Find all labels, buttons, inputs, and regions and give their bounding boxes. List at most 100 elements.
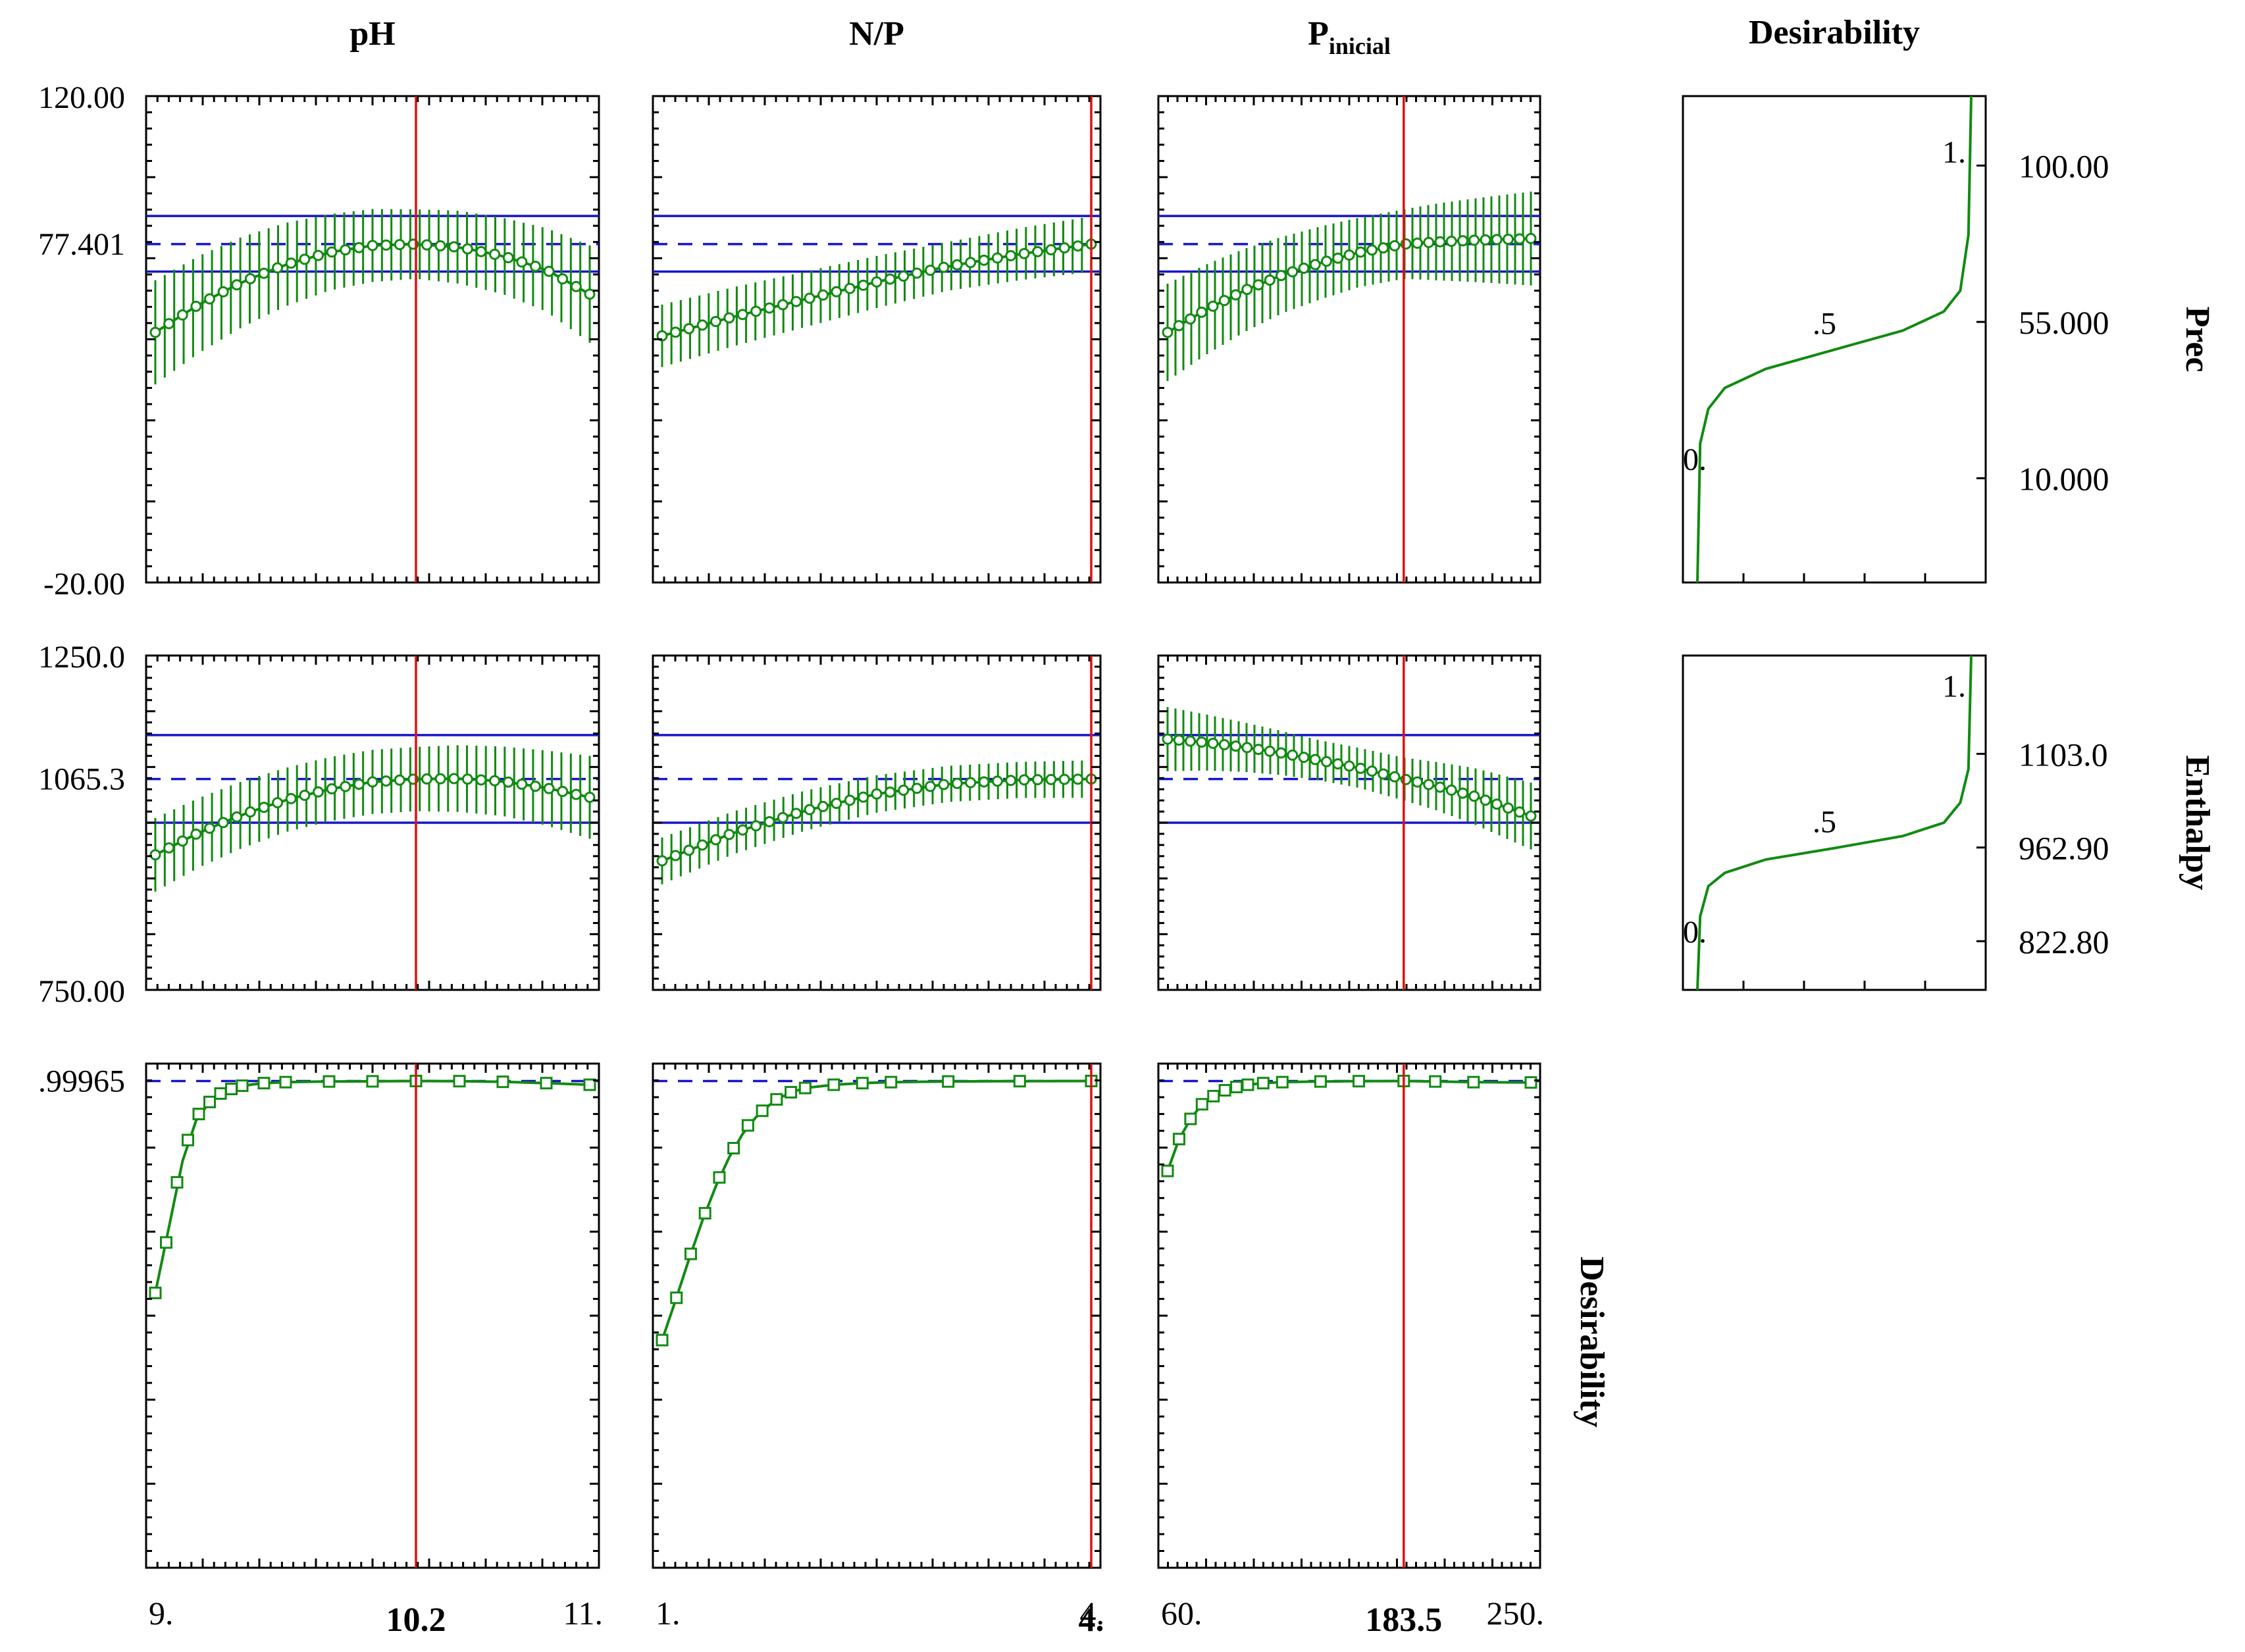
response-point	[244, 272, 256, 284]
desirability-point	[540, 1077, 553, 1090]
desirability-axis-label: 100.00	[2019, 148, 2109, 185]
desirability-point	[698, 1206, 711, 1220]
response-point	[231, 279, 243, 291]
response-point	[340, 781, 351, 792]
response-point	[394, 774, 405, 786]
response-point	[285, 792, 297, 804]
response-point	[1480, 794, 1491, 806]
response-point	[1196, 306, 1208, 318]
response-point	[1207, 737, 1219, 749]
response-point	[272, 797, 284, 809]
panel-enthalpy-2	[1157, 654, 1541, 991]
desirability-point	[496, 1075, 509, 1089]
desirability-label-zero: 0.	[1683, 442, 1707, 477]
desirability-point	[1429, 1075, 1442, 1088]
response-point	[790, 296, 802, 307]
desirability-point	[713, 1171, 726, 1184]
response-point	[1058, 773, 1070, 785]
response-point	[1366, 244, 1378, 256]
panel-enthalpy-1	[652, 654, 1102, 991]
response-point	[1276, 270, 1287, 282]
response-point	[1434, 236, 1446, 247]
panel-enthalpy-2-ticks	[1158, 656, 1540, 990]
desirability-label-zero: 0.	[1683, 915, 1707, 950]
response-point	[448, 241, 460, 253]
response-point	[710, 834, 721, 846]
response-point	[1218, 295, 1230, 307]
response-point	[244, 806, 256, 818]
panel-desirability-1-ticks	[653, 1064, 1100, 1568]
response-point	[1058, 242, 1070, 254]
response-point	[1468, 790, 1480, 802]
desirability-label-half: .5	[1813, 306, 1836, 341]
response-point	[1045, 244, 1057, 255]
response-point	[557, 786, 569, 798]
desirability-point	[727, 1141, 740, 1154]
response-point	[1355, 246, 1366, 258]
response-point	[1514, 233, 1526, 245]
response-point	[190, 828, 202, 840]
response-point	[149, 326, 161, 338]
response-point	[285, 257, 297, 269]
response-point	[217, 286, 229, 297]
desirability-point	[1241, 1078, 1254, 1091]
desirability-label-one: 1.	[1942, 669, 1966, 704]
desirability-point	[1218, 1084, 1231, 1097]
response-point	[299, 253, 311, 265]
response-point	[1480, 234, 1491, 246]
panel-prec-0-ticks	[146, 96, 599, 582]
response-point	[1525, 232, 1537, 244]
desirability-axis-label: 10.000	[2019, 461, 2109, 498]
response-point	[656, 855, 668, 867]
desirability-point	[1276, 1075, 1289, 1089]
x-tick-label-min: 60.	[1161, 1595, 1202, 1632]
response-point	[683, 323, 695, 334]
response-point	[710, 315, 721, 327]
response-point	[434, 240, 446, 252]
response-point	[925, 781, 936, 792]
response-point	[736, 309, 748, 321]
response-point	[669, 850, 681, 862]
desirability-point	[798, 1081, 812, 1095]
response-point	[326, 246, 338, 258]
response-point	[1503, 233, 1514, 245]
response-point	[831, 286, 842, 297]
desirability-point	[192, 1108, 205, 1121]
desirability-point	[149, 1286, 162, 1299]
desirability-point	[785, 1085, 798, 1098]
response-point	[858, 791, 869, 803]
y-tick-label-current: 1065.3	[38, 762, 125, 797]
x-tick-label-min: 1.	[656, 1595, 681, 1632]
panel-prec-0-frame	[145, 95, 600, 584]
row-label-desirability: Desirability	[1573, 1256, 1611, 1428]
response-point	[817, 289, 829, 301]
response-point	[1162, 326, 1174, 338]
response-point	[1491, 798, 1503, 810]
response-point	[1173, 735, 1185, 746]
response-point	[1287, 266, 1299, 278]
response-point	[258, 267, 270, 279]
panel-prec-1-ticks	[653, 96, 1100, 582]
desirability-axis-label: 962.90	[2019, 830, 2109, 867]
response-point	[1468, 234, 1480, 246]
response-point	[163, 318, 175, 330]
panel-desirability-0-ticks	[146, 1064, 599, 1568]
response-point	[938, 261, 950, 273]
response-point	[1287, 749, 1299, 761]
response-point	[421, 239, 432, 251]
response-point	[1332, 758, 1344, 770]
response-point	[696, 839, 708, 851]
response-point	[951, 777, 963, 789]
desirability-point	[1195, 1098, 1208, 1111]
response-point	[723, 829, 735, 840]
desirability-point	[1161, 1164, 1174, 1177]
desirability-point	[827, 1078, 840, 1091]
response-point	[1072, 240, 1084, 252]
response-point	[394, 239, 405, 251]
response-point	[502, 776, 514, 788]
response-point	[570, 788, 582, 800]
response-point	[1230, 740, 1241, 752]
response-point	[978, 254, 990, 266]
response-point	[1241, 742, 1253, 754]
response-point	[421, 773, 432, 785]
